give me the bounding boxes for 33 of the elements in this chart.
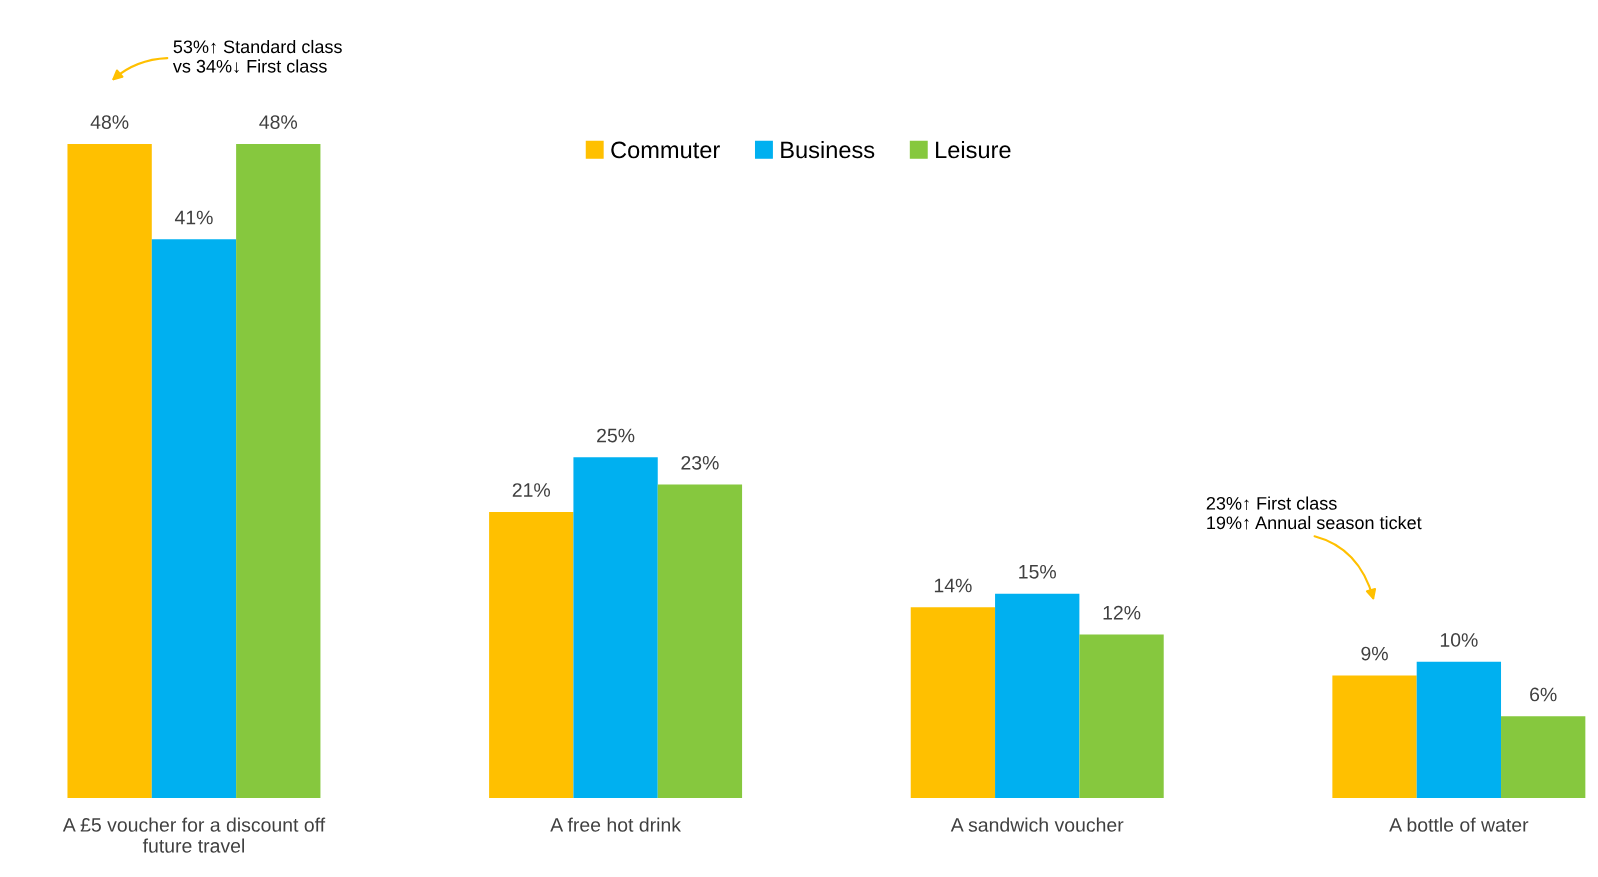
data-label: 10% (1440, 633, 1478, 647)
data-label: 48% (259, 115, 298, 129)
bar (151, 239, 237, 799)
x-tick-label: A bottle of water (1389, 817, 1529, 832)
x-tick-label: A £5 voucher for a discount off future travel (62, 817, 326, 853)
legend-label: Leisure (936, 140, 1011, 159)
annotation: 23%↑ First class 19%↑ Annual season ticket (1206, 496, 1422, 530)
bar (236, 143, 321, 799)
legend-label: Commuter (611, 141, 720, 159)
data-label: 41% (174, 210, 213, 225)
bar (67, 143, 152, 799)
bar (1416, 661, 1502, 799)
data-label: 25% (597, 428, 635, 443)
data-label: 15% (1019, 565, 1056, 579)
data-label: 21% (512, 483, 551, 497)
bar (1332, 675, 1417, 799)
bar (657, 484, 743, 799)
bar (910, 607, 996, 799)
bar (573, 457, 658, 799)
legend-label: Business (781, 140, 875, 159)
data-label: 9% (1361, 646, 1388, 661)
bar (1501, 716, 1586, 799)
x-tick-label: A sandwich voucher (950, 817, 1124, 832)
data-label: 48% (90, 115, 129, 129)
bar (1079, 634, 1164, 799)
bar (995, 593, 1080, 799)
data-label: 6% (1530, 687, 1557, 702)
data-label: 23% (681, 455, 719, 470)
data-label: 14% (934, 578, 972, 593)
bar (489, 511, 574, 799)
text: 53%↑ Standard class vs 34%↓ First class (172, 39, 342, 73)
data-label: 12% (1103, 605, 1141, 620)
x-tick-label: A free hot drink (550, 817, 682, 832)
